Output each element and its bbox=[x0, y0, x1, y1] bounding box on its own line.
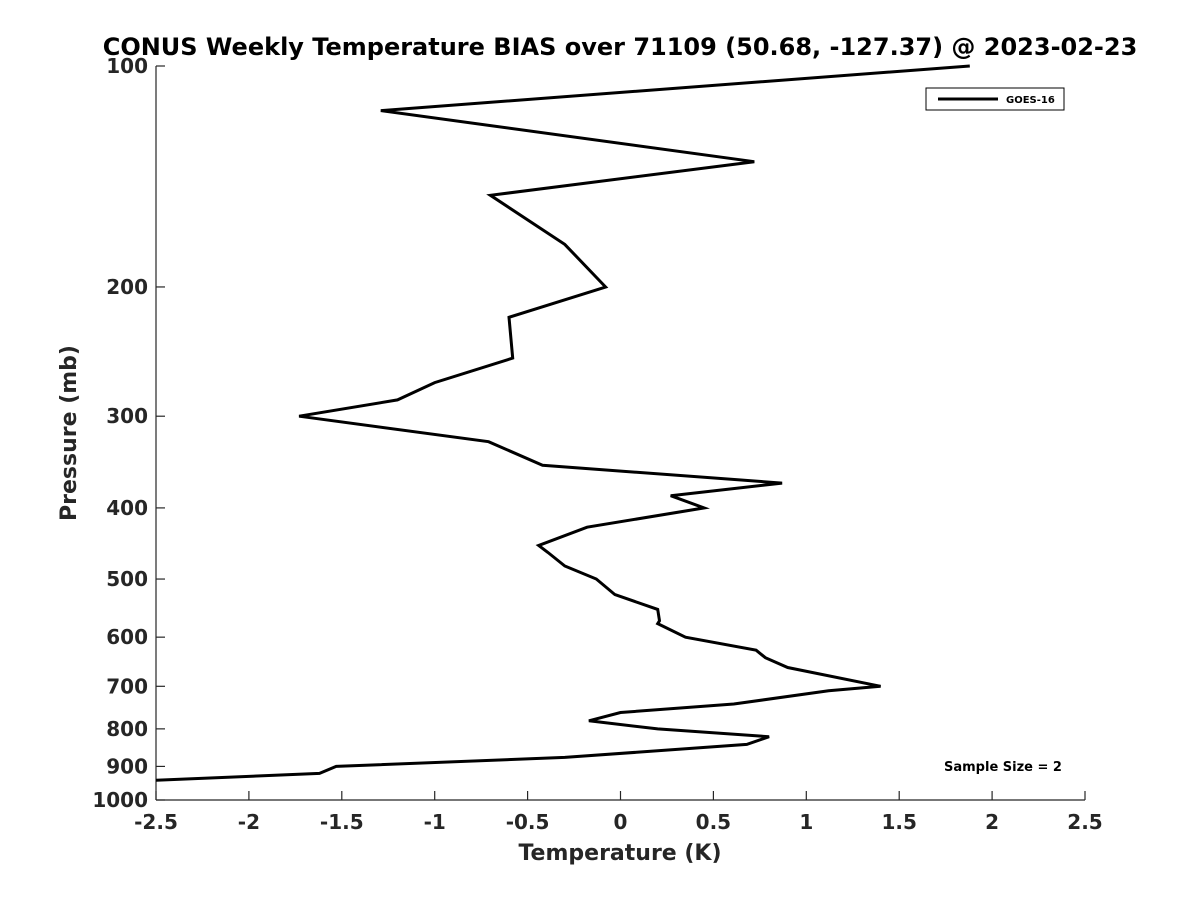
y-tick-label: 300 bbox=[106, 404, 148, 428]
y-axis-ticks: 100 200 300 400 500 600 700 800 900 1000 bbox=[92, 54, 165, 812]
x-tick-label: 2.5 bbox=[1067, 810, 1102, 834]
y-tick-label: 100 bbox=[106, 54, 148, 78]
x-tick-label: -2.5 bbox=[134, 810, 178, 834]
y-tick-label: 200 bbox=[106, 275, 148, 299]
series-layer bbox=[155, 64, 970, 782]
x-tick-label: -1.5 bbox=[320, 810, 364, 834]
legend-entry-label: GOES-16 bbox=[1006, 95, 1055, 106]
x-tick-label: 0 bbox=[614, 810, 628, 834]
y-tick-label: 600 bbox=[106, 625, 148, 649]
y-axis-label: Pressure (mb) bbox=[57, 345, 82, 521]
y-tick-label: 800 bbox=[106, 717, 148, 741]
y-tick-label: 700 bbox=[106, 674, 148, 698]
x-axis-ticks: -2.5 -2 -1.5 -1 -0.5 0 0.5 1 1.5 2 2.5 bbox=[134, 791, 1103, 834]
x-tick-label: -0.5 bbox=[506, 810, 550, 834]
x-axis-label: Temperature (K) bbox=[518, 841, 721, 866]
series-line-goes-16 bbox=[155, 64, 970, 782]
x-tick-label: 1.5 bbox=[881, 810, 916, 834]
x-tick-label: 2 bbox=[985, 810, 999, 834]
legend: GOES-16 bbox=[925, 87, 1065, 111]
sample-size-annotation: Sample Size = 2 bbox=[944, 760, 1062, 775]
y-tick-label: 500 bbox=[106, 567, 148, 591]
chart-title: CONUS Weekly Temperature BIAS over 71109… bbox=[103, 33, 1138, 61]
axes-frame bbox=[155, 66, 1085, 801]
x-tick-label: -1 bbox=[424, 810, 446, 834]
y-tick-label: 1000 bbox=[92, 788, 148, 812]
x-tick-label: -2 bbox=[238, 810, 260, 834]
x-tick-label: 0.5 bbox=[696, 810, 731, 834]
x-tick-label: 1 bbox=[799, 810, 813, 834]
y-tick-label: 400 bbox=[106, 496, 148, 520]
y-tick-label: 900 bbox=[106, 754, 148, 778]
